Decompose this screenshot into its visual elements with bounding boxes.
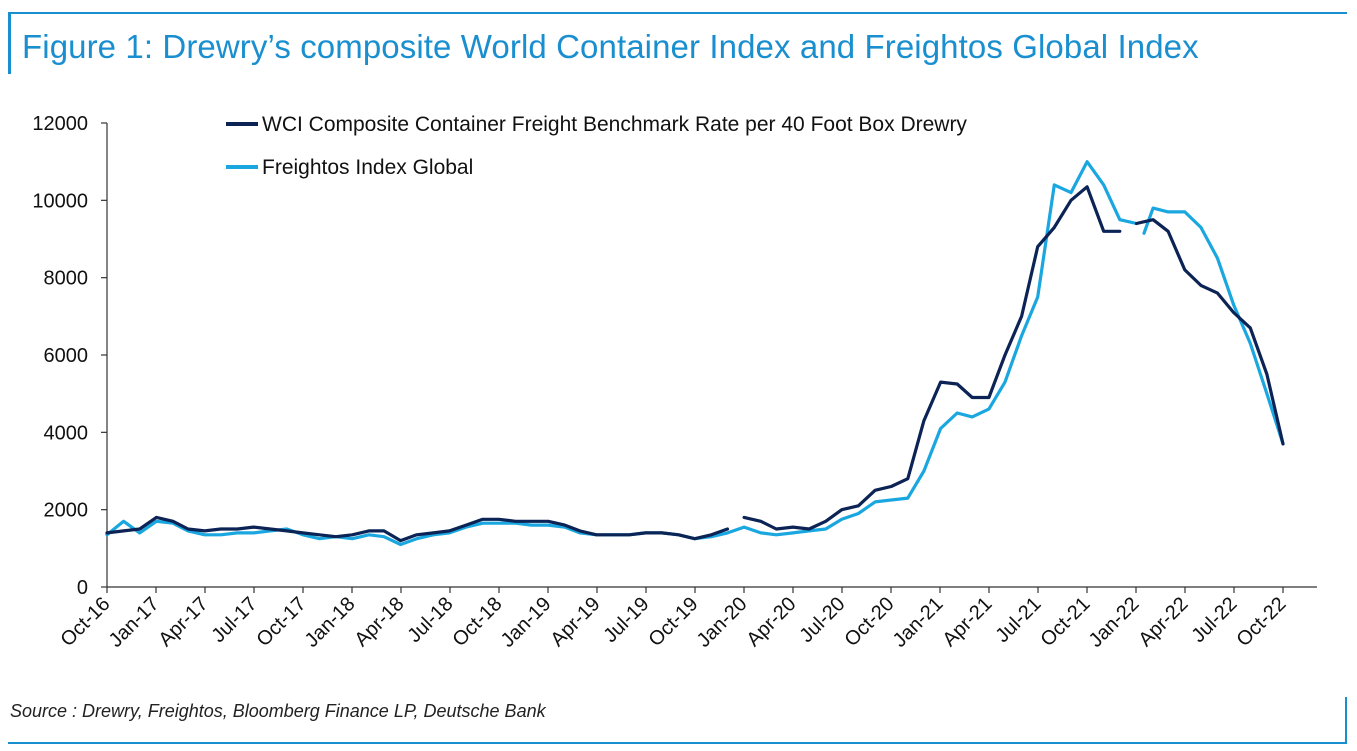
x-tick-label: Apr-18 (351, 593, 409, 651)
x-tick-label: Oct-20 (841, 593, 899, 651)
footer-accent-bar (1345, 697, 1347, 743)
y-tick-label: 2000 (44, 500, 89, 522)
legend-label: WCI Composite Container Freight Benchmar… (262, 113, 967, 136)
title-accent-bar (8, 12, 11, 74)
source-note: Source : Drewry, Freightos, Bloomberg Fi… (10, 701, 546, 721)
legend: WCI Composite Container Freight Benchmar… (226, 113, 967, 179)
x-tick-label: Oct-16 (57, 593, 115, 651)
x-tick-label: Jul-18 (403, 593, 457, 647)
x-tick-label: Oct-18 (449, 593, 507, 651)
figure-title: Figure 1: Drewry’s composite World Conta… (22, 28, 1199, 65)
x-tick-label: Jan-19 (497, 593, 556, 652)
x-tick-label: Jul-20 (795, 593, 849, 647)
y-tick-label: 10000 (32, 190, 88, 212)
x-tick-label: Jan-20 (693, 593, 752, 652)
y-tick-label: 0 (77, 577, 88, 599)
x-tick-label: Jan-17 (105, 593, 164, 652)
y-tick-label: 8000 (44, 268, 89, 290)
x-tick-label: Jan-22 (1085, 593, 1144, 652)
series-line (742, 185, 1122, 531)
x-tick-label: Jul-22 (1187, 593, 1241, 647)
y-tick-label: 12000 (32, 113, 88, 135)
series-line (105, 160, 1139, 547)
x-tick-label: Jul-21 (991, 593, 1045, 647)
line-chart: 0 2000 4000 6000 8000 10000 12000 Oct-16Jan-17… (32, 113, 1317, 652)
x-tick-label: Oct-22 (1233, 593, 1291, 651)
x-tick-label: Apr-17 (155, 593, 213, 651)
y-tick-label: 6000 (44, 345, 89, 367)
bottom-rule (8, 742, 1347, 744)
x-tick-label: Jul-19 (599, 593, 653, 647)
x-tick-label: Apr-20 (743, 593, 801, 651)
y-axis: 0 2000 4000 6000 8000 10000 12000 (32, 113, 108, 599)
top-rule (8, 12, 1347, 14)
x-tick-label: Apr-21 (939, 593, 997, 651)
x-tick-label: Jan-18 (301, 593, 360, 652)
legend-label: Freightos Index Global (262, 156, 473, 179)
x-axis: Oct-16Jan-17Apr-17Jul-17Oct-17Jan-18Apr-… (57, 586, 1317, 652)
x-tick-label: Apr-19 (547, 593, 605, 651)
series-line (1134, 218, 1285, 446)
x-tick-label: Oct-17 (253, 593, 311, 651)
x-tick-label: Jul-17 (207, 593, 261, 647)
series-line (105, 515, 730, 543)
x-tick-label: Oct-19 (645, 593, 703, 651)
series-line (1142, 206, 1285, 446)
x-tick-label: Oct-21 (1037, 593, 1095, 651)
x-tick-label: Jan-21 (889, 593, 948, 652)
y-tick-label: 4000 (44, 422, 89, 444)
x-tick-label: Apr-22 (1135, 593, 1193, 651)
series-group (105, 160, 1285, 547)
